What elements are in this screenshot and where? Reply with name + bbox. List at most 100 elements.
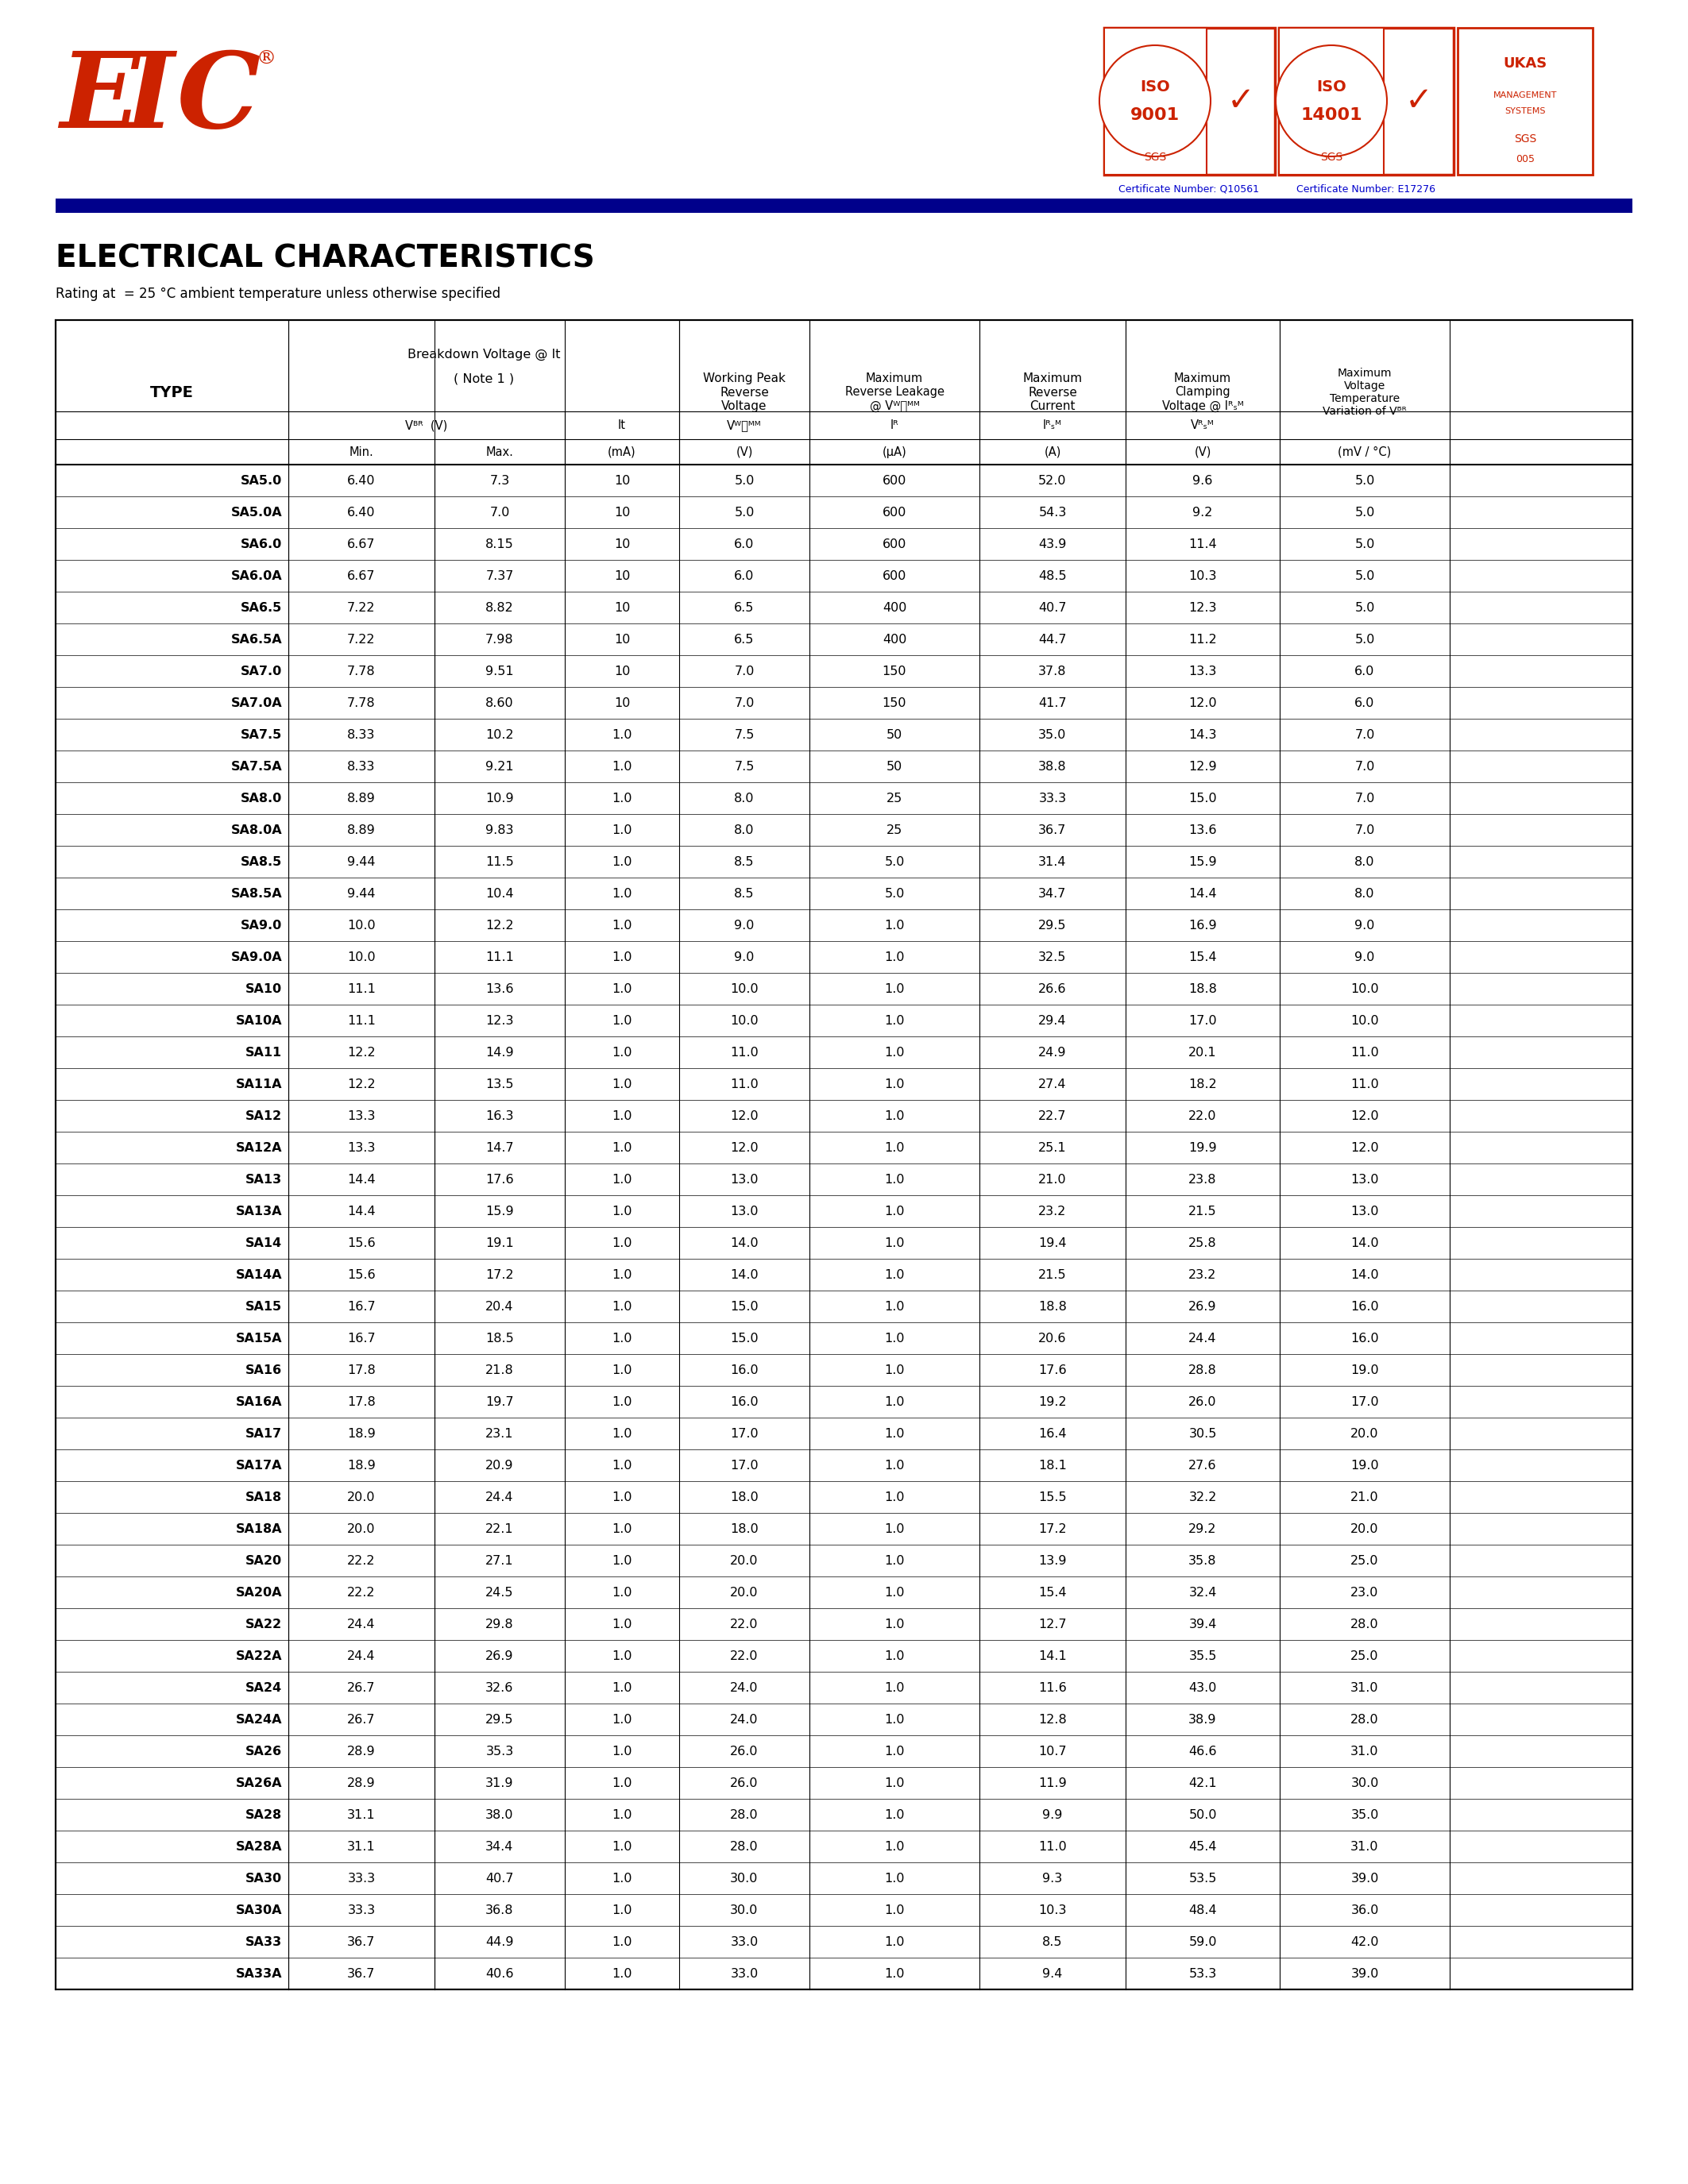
Text: 1.0: 1.0 [885, 1745, 905, 1758]
Text: SA12A: SA12A [236, 1142, 282, 1153]
Text: 32.4: 32.4 [1188, 1586, 1217, 1599]
Text: 600: 600 [883, 537, 906, 550]
Text: 7.5: 7.5 [734, 729, 755, 740]
Text: SA5.0A: SA5.0A [231, 507, 282, 518]
Text: 1.0: 1.0 [611, 1459, 631, 1472]
Text: 15.0: 15.0 [731, 1332, 758, 1343]
Text: 15.9: 15.9 [1188, 856, 1217, 867]
Text: 16.0: 16.0 [1350, 1332, 1379, 1343]
Text: Vᵂᴯᴹᴹ: Vᵂᴯᴹᴹ [728, 419, 761, 430]
Text: 28.0: 28.0 [731, 1808, 758, 1821]
Text: 1.0: 1.0 [885, 1649, 905, 1662]
Text: SA15: SA15 [245, 1299, 282, 1313]
Text: 31.0: 31.0 [1350, 1745, 1379, 1758]
Text: 26.0: 26.0 [731, 1745, 758, 1758]
Text: 20.0: 20.0 [1350, 1522, 1379, 1535]
Text: 20.0: 20.0 [731, 1555, 758, 1566]
Text: 42.0: 42.0 [1350, 1935, 1379, 1948]
Text: 24.4: 24.4 [348, 1618, 375, 1629]
Text: 17.0: 17.0 [731, 1459, 758, 1472]
Text: SA11: SA11 [245, 1046, 282, 1059]
Text: 22.7: 22.7 [1038, 1109, 1067, 1123]
Text: 1.0: 1.0 [885, 1428, 905, 1439]
Text: 9.83: 9.83 [486, 823, 513, 836]
Bar [56, 199, 1632, 212]
Text: 44.9: 44.9 [486, 1935, 513, 1948]
Text: 1.0: 1.0 [885, 950, 905, 963]
Text: 6.5: 6.5 [734, 601, 755, 614]
Text: 14001: 14001 [1300, 107, 1362, 122]
Text: 1.0: 1.0 [885, 1365, 905, 1376]
Text: 16.0: 16.0 [731, 1396, 758, 1409]
Text: 59.0: 59.0 [1188, 1935, 1217, 1948]
Text: 1.0: 1.0 [885, 1586, 905, 1599]
Text: 25.1: 25.1 [1038, 1142, 1067, 1153]
Text: 35.3: 35.3 [486, 1745, 513, 1758]
Text: 1.0: 1.0 [885, 1173, 905, 1186]
Text: Vᴿₛᴹ: Vᴿₛᴹ [1190, 419, 1214, 430]
Text: 13.5: 13.5 [486, 1079, 513, 1090]
Text: 8.5: 8.5 [734, 856, 755, 867]
Text: 18.0: 18.0 [731, 1492, 758, 1503]
Text: 1.0: 1.0 [885, 1935, 905, 1948]
Text: 12.0: 12.0 [1188, 697, 1217, 710]
Text: 22.2: 22.2 [348, 1555, 375, 1566]
Text: 27.1: 27.1 [486, 1555, 513, 1566]
Text: 18.8: 18.8 [1038, 1299, 1067, 1313]
Text: 44.7: 44.7 [1038, 633, 1067, 644]
Text: 9.0: 9.0 [1354, 919, 1374, 930]
Text: 1.0: 1.0 [885, 1046, 905, 1059]
Text: 29.5: 29.5 [486, 1714, 513, 1725]
Text: 24.4: 24.4 [486, 1492, 513, 1503]
Bar [1280, 28, 1384, 175]
Text: 5.0: 5.0 [1354, 633, 1374, 644]
Text: SA26: SA26 [245, 1745, 282, 1758]
Text: 10.0: 10.0 [731, 1016, 758, 1026]
Text: 31.0: 31.0 [1350, 1682, 1379, 1693]
Text: 15.0: 15.0 [731, 1299, 758, 1313]
Text: 22.2: 22.2 [348, 1586, 375, 1599]
Text: 20.6: 20.6 [1038, 1332, 1067, 1343]
Text: Iᴿₛᴹ: Iᴿₛᴹ [1043, 419, 1062, 430]
Text: SA14: SA14 [245, 1236, 282, 1249]
Text: 5.0: 5.0 [734, 474, 755, 487]
Text: 1.0: 1.0 [885, 1492, 905, 1503]
Text: 43.0: 43.0 [1188, 1682, 1217, 1693]
Text: 1.0: 1.0 [611, 1206, 631, 1216]
Text: 26.9: 26.9 [486, 1649, 513, 1662]
Text: 1.0: 1.0 [611, 950, 631, 963]
Text: 17.0: 17.0 [731, 1428, 758, 1439]
Text: 9.4: 9.4 [1043, 1968, 1063, 1979]
Text: 28.0: 28.0 [731, 1841, 758, 1852]
Text: 1.0: 1.0 [611, 1299, 631, 1313]
Text: 1.0: 1.0 [611, 1586, 631, 1599]
Text: 1.0: 1.0 [885, 1778, 905, 1789]
Text: 7.0: 7.0 [734, 697, 755, 710]
Text: 6.0: 6.0 [1354, 697, 1374, 710]
Text: (V): (V) [1193, 446, 1212, 459]
Text: 18.8: 18.8 [1188, 983, 1217, 994]
Text: 11.5: 11.5 [486, 856, 513, 867]
Text: 8.0: 8.0 [734, 823, 755, 836]
Text: 7.5: 7.5 [734, 760, 755, 773]
Text: 35.0: 35.0 [1038, 729, 1067, 740]
Text: 20.0: 20.0 [348, 1522, 375, 1535]
Text: 1.0: 1.0 [885, 1808, 905, 1821]
Text: 12.0: 12.0 [1350, 1142, 1379, 1153]
Text: SA5.0: SA5.0 [240, 474, 282, 487]
Text: 1.0: 1.0 [885, 1968, 905, 1979]
Text: SA17: SA17 [245, 1428, 282, 1439]
Text: E: E [59, 48, 140, 151]
Text: 9.0: 9.0 [734, 950, 755, 963]
Text: ( Note 1 ): ( Note 1 ) [454, 373, 513, 384]
Text: 52.0: 52.0 [1038, 474, 1067, 487]
Text: 1.0: 1.0 [885, 1618, 905, 1629]
Text: 7.98: 7.98 [486, 633, 513, 644]
Text: 1.0: 1.0 [611, 919, 631, 930]
Text: 9.44: 9.44 [348, 887, 375, 900]
Text: SA13A: SA13A [236, 1206, 282, 1216]
Text: 1.0: 1.0 [885, 1079, 905, 1090]
Text: 1.0: 1.0 [885, 1459, 905, 1472]
Text: 16.7: 16.7 [348, 1332, 375, 1343]
Text: 36.0: 36.0 [1350, 1904, 1379, 1915]
